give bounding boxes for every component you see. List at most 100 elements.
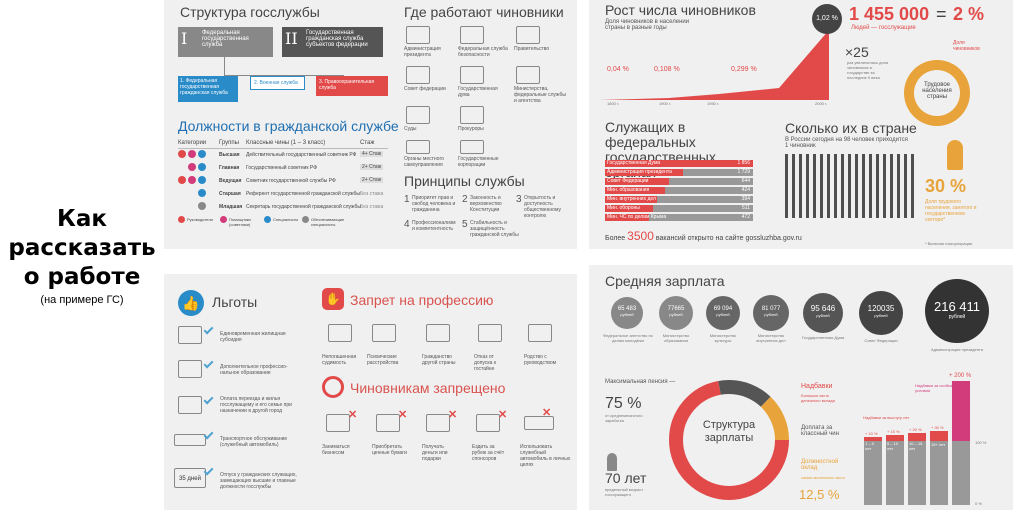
branch-text-2: Государственная гражданская служба субъе… <box>306 30 368 48</box>
fed-bar-6: Мин. ЧС по делам Крыма 472 <box>605 214 753 221</box>
branch-box-2: II Государственная гражданская служба су… <box>282 27 383 57</box>
branch-text-1: Федеральная государственная служба <box>202 30 249 48</box>
fed-bar-label-2: Совет Федерации <box>607 178 649 184</box>
where-item-6: Суды <box>404 126 417 132</box>
growth-title: Рост числа чиновников <box>605 2 756 18</box>
col-groups: Группы <box>219 140 239 146</box>
salary-circle-2: 69 094 рублей <box>706 296 740 330</box>
salary-label-2: Министерство культуры <box>709 333 737 343</box>
where-item-7: Прокуроры <box>458 126 484 132</box>
airplane-icon <box>476 414 500 432</box>
step1-label: Надбавки за выслугу лет <box>863 415 910 420</box>
fed-bar-label-5: Мин. обороны <box>607 205 640 211</box>
gift-icon <box>426 414 450 432</box>
rank-0: Действительный государственный советник … <box>246 152 357 158</box>
salary-value-2: 69 094 <box>713 306 733 312</box>
family-icon <box>528 324 552 342</box>
ban-4: Родство с руководством <box>524 354 557 366</box>
salary-value-6: 216 411 <box>933 299 981 314</box>
check-icon <box>203 465 214 476</box>
salary-unit-0: рублей <box>620 312 634 317</box>
salary-unit-5: рублей <box>874 313 888 318</box>
fed-bar-value-2: 644 <box>741 178 750 184</box>
securities-icon <box>376 414 400 432</box>
category-dot <box>198 176 206 184</box>
pension-note: от среднемесячного заработка <box>605 413 643 423</box>
building-icon <box>460 106 484 124</box>
salary-label-1: Министерство образования <box>662 333 690 343</box>
group-0: Высшая <box>219 152 240 158</box>
branch-box-1: I Федеральная государственная служба <box>178 27 273 57</box>
check-icon <box>203 394 214 405</box>
donut-center-label: Структура зарплаты <box>702 419 756 444</box>
equals-sign: = <box>936 4 947 24</box>
benefit-4: Отпуск у гражданских служащих, замещающи… <box>220 472 297 490</box>
building-icon <box>516 66 540 84</box>
secret-document-icon <box>478 324 502 342</box>
check-icon <box>203 324 214 335</box>
fed-bar-3: Мин. образования 424 <box>605 187 753 194</box>
ban-1: Психические расстройства <box>367 354 399 366</box>
vac-post[interactable]: вакансий открыто на сайте gossluzhba.gov… <box>655 235 802 242</box>
stazh-1: 2+ Стаж <box>360 164 384 170</box>
stack-col-3 <box>930 431 948 505</box>
salary-circle-3: 81 077 рублей <box>753 295 789 331</box>
handcuffs-icon <box>328 324 352 342</box>
panel-growth: Рост числа чиновников Доля чиновников в … <box>589 0 1013 249</box>
subbranch-3: 3. Правоохранительная служба <box>316 76 388 96</box>
category-dot <box>198 163 206 171</box>
tree-line <box>224 57 225 75</box>
fed-bar-label-3: Мин. образования <box>607 187 650 193</box>
step-0: + 10 % <box>865 431 878 436</box>
forbidden-icon <box>322 376 344 398</box>
where-item-9: Государственные корпорации <box>458 156 499 168</box>
step-2: + 20 % <box>909 427 922 432</box>
forbid-2: Получать деньги или подарки <box>422 444 448 462</box>
fed-bar-value-1: 1 729 <box>737 169 750 175</box>
rank-1: Государственный советник РФ <box>246 165 317 171</box>
group-3: Старшая <box>219 191 241 197</box>
rank-3: Референт государственной гражданской слу… <box>246 191 360 197</box>
salary-label-4: Государственная Дума <box>801 335 845 340</box>
check-icon <box>203 358 214 369</box>
pct-30: 30 % <box>925 176 967 196</box>
where-item-1: Федеральная служба безопасности <box>458 46 508 58</box>
intro-subtitle: (на примере ГС) <box>40 294 124 306</box>
step2-label: Надбавки за особые условия <box>915 383 954 393</box>
stazh-0: 4+ Стаж <box>360 151 384 157</box>
fed-bar-value-3: 424 <box>741 187 750 193</box>
fed-bar-label-1: Администрация президента <box>607 169 672 175</box>
salary-unit-1: рублей <box>669 312 683 317</box>
check-icon <box>203 429 214 440</box>
intro-title-1: Как <box>57 206 107 232</box>
category-dot <box>188 176 196 184</box>
pct-30-note: Доля трудового населения, занятого в гос… <box>925 199 977 223</box>
stazh-4: Без стажа <box>360 204 384 210</box>
year-1: 1900 г. <box>659 101 672 106</box>
forbid-1: Приобретать ценные бумаги <box>372 444 407 456</box>
category-dot <box>178 176 186 184</box>
panel-structure: Структура госслужбы I Федеральная госуда… <box>164 0 577 249</box>
rank-4: Секретарь государственной гражданской сл… <box>246 204 361 210</box>
subbranch-2: 2. Военная служба <box>250 76 305 90</box>
salary-unit-2: рублей <box>716 312 730 317</box>
axis-100: 100 % <box>975 440 987 445</box>
year-2: 1950 г. <box>707 101 720 106</box>
salary-circle-1: 77665 рублей <box>659 296 693 330</box>
pct-12-5: 12,5 % <box>799 487 840 502</box>
car-icon <box>524 416 554 430</box>
addons-title: Надбавки <box>801 383 833 390</box>
ban-title: Запрет на профессию <box>350 292 494 308</box>
pct-0: 0,04 % <box>607 66 629 73</box>
brain-icon <box>372 324 396 342</box>
count-title: Сколько их в стране <box>785 120 917 136</box>
stack-col-1 <box>886 435 904 505</box>
legend-dot <box>220 216 227 223</box>
where-item-4: Государственная дума <box>458 86 498 98</box>
salary-label-5: Совет Федерации <box>864 338 898 343</box>
where-item-0: Администрация президента <box>404 46 441 58</box>
house-icon <box>178 326 202 344</box>
elder-icon <box>607 453 617 471</box>
panel-salary: Средняя зарплата 65 483 рублей Федерально… <box>589 265 1013 510</box>
salary-structure-donut <box>669 380 789 500</box>
